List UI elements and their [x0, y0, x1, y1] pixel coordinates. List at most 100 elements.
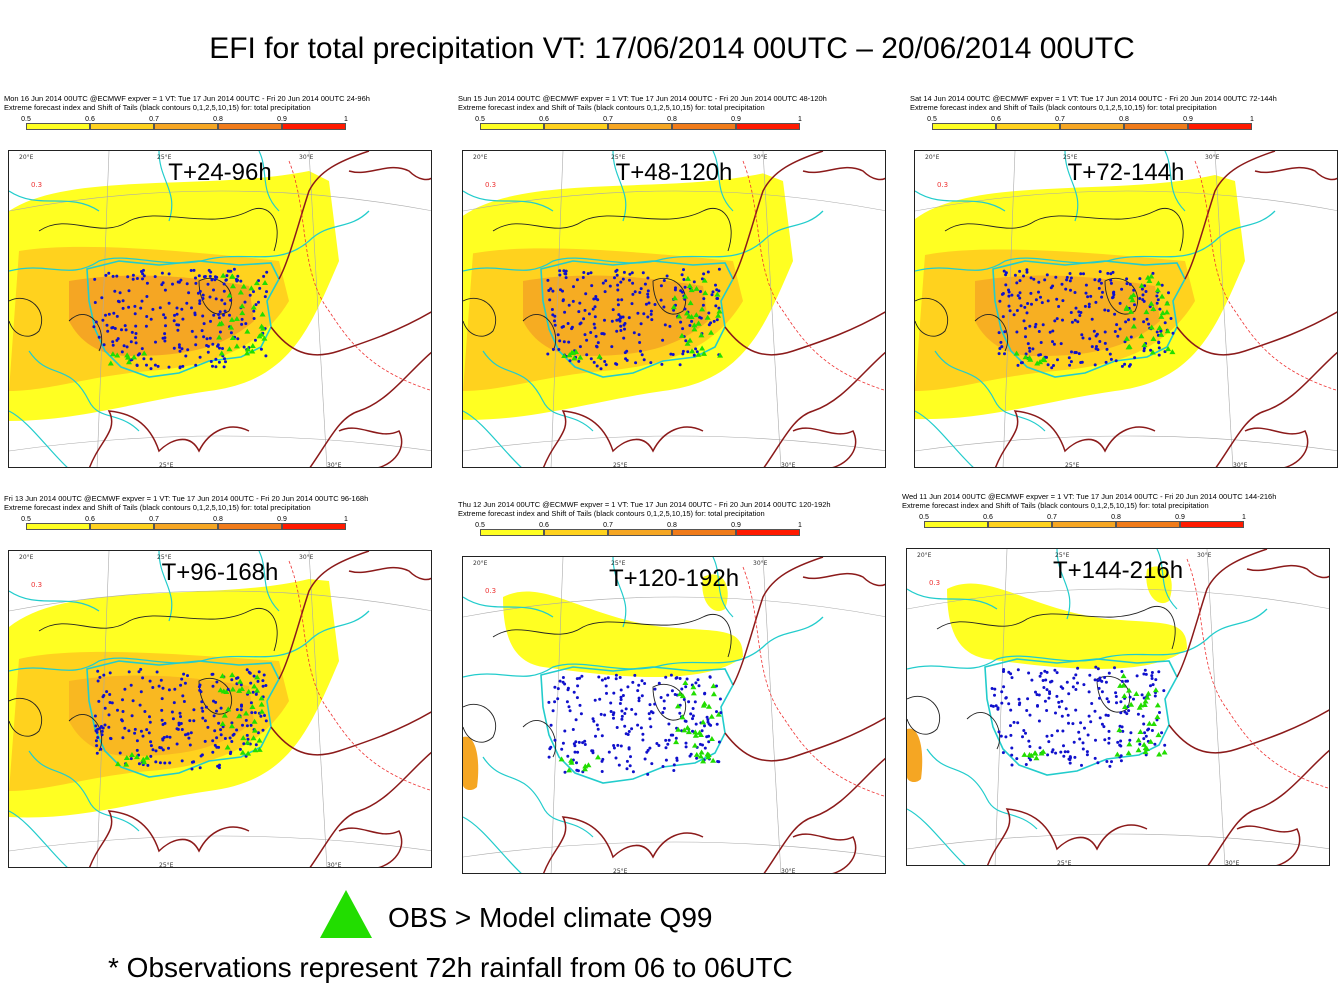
- obs-point: [201, 297, 205, 300]
- obs-point: [1055, 297, 1059, 301]
- country-outline: [86, 260, 280, 378]
- obs-point: [139, 729, 143, 733]
- obs-point: [171, 282, 174, 286]
- obs-point: [684, 741, 688, 745]
- obs-point: [678, 711, 682, 715]
- efi-region-orange: [69, 275, 254, 356]
- obs-point: [564, 276, 568, 280]
- obs-point: [158, 761, 162, 765]
- obs-point: [203, 719, 207, 723]
- obs-point: [194, 335, 198, 339]
- obs-q99-marker: [686, 283, 693, 289]
- obs-point: [1140, 287, 1144, 291]
- obs-point: [201, 314, 205, 318]
- obs-point: [593, 326, 597, 330]
- obs-point: [1007, 288, 1010, 292]
- obs-point: [1034, 322, 1038, 326]
- obs-point: [105, 690, 109, 694]
- obs-point: [1074, 306, 1078, 310]
- obs-point: [201, 716, 205, 720]
- obs-point: [574, 740, 578, 744]
- obs-point: [1142, 349, 1146, 353]
- obs-point: [208, 274, 212, 278]
- obs-point: [1072, 676, 1076, 680]
- rivers-and-borders: [9, 151, 370, 467]
- observation-points: [546, 267, 721, 371]
- obs-point: [685, 677, 689, 681]
- obs-point: [254, 303, 258, 307]
- obs-point: [1028, 349, 1032, 353]
- obs-point: [109, 736, 112, 740]
- obs-point: [1098, 676, 1102, 680]
- obs-q99-marker: [233, 315, 240, 321]
- obs-point: [100, 296, 104, 300]
- obs-point: [133, 727, 137, 731]
- obs-point: [1093, 678, 1097, 682]
- obs-q99-marker: [256, 737, 263, 743]
- obs-point: [175, 323, 179, 327]
- obs-q99-marker: [143, 754, 150, 760]
- obs-point: [145, 295, 149, 298]
- panel-header: Mon 16 Jun 2014 00UTC @ECMWF expver = 1 …: [4, 94, 436, 112]
- obs-point: [186, 348, 190, 352]
- obs-q99-marker: [690, 690, 697, 696]
- obs-point: [1086, 295, 1090, 299]
- panel-subtitle: Extreme forecast index and Shift of Tail…: [458, 103, 765, 112]
- lead-time-label: T+144-216h: [1052, 557, 1184, 584]
- obs-point: [1010, 676, 1014, 680]
- obs-point: [1018, 269, 1022, 273]
- obs-q99-marker: [1163, 309, 1170, 315]
- obs-point: [681, 349, 685, 353]
- obs-point: [1118, 743, 1122, 747]
- obs-q99-marker: [128, 751, 135, 757]
- obs-point: [643, 282, 647, 286]
- obs-point: [600, 678, 604, 682]
- obs-point: [1092, 329, 1096, 333]
- obs-point: [141, 272, 145, 276]
- obs-q99-marker: [1121, 693, 1128, 699]
- obs-point: [714, 283, 717, 287]
- obs-point: [1056, 729, 1059, 733]
- obs-point: [1037, 693, 1041, 697]
- obs-point: [254, 692, 258, 696]
- obs-point: [1076, 681, 1079, 685]
- obs-point: [625, 759, 629, 763]
- obs-point: [96, 736, 100, 739]
- obs-point: [1030, 302, 1033, 306]
- obs-q99-marker: [1026, 751, 1033, 757]
- obs-point: [178, 349, 182, 353]
- obs-point: [228, 313, 231, 317]
- rivers-and-borders: [463, 151, 824, 467]
- panel-subtitle: Extreme forecast index and Shift of Tail…: [910, 103, 1217, 112]
- obs-q99-marker: [1022, 354, 1029, 360]
- obs-point: [590, 284, 594, 288]
- obs-point: [1001, 751, 1005, 755]
- obs-point: [225, 274, 229, 278]
- obs-q99-marker: [682, 293, 689, 299]
- obs-point: [229, 269, 233, 273]
- colorbar-segment: [996, 123, 1060, 130]
- obs-point: [1023, 305, 1027, 309]
- longitude-label: 30°E: [1225, 860, 1240, 866]
- colorbar-segment: [282, 123, 346, 130]
- obs-q99-marker: [675, 703, 682, 709]
- obs-point: [578, 676, 582, 680]
- obs-point: [1133, 356, 1137, 360]
- obs-point: [1038, 674, 1042, 678]
- obs-point: [1051, 748, 1055, 752]
- obs-q99-marker: [1164, 300, 1171, 306]
- efi-panel-3: Sat 14 Jun 2014 00UTC @ECMWF expver = 1 …: [910, 94, 1342, 474]
- obs-point: [257, 279, 260, 283]
- obs-q99-marker: [1169, 349, 1176, 355]
- obs-point: [1025, 311, 1029, 315]
- obs-point: [1068, 761, 1072, 765]
- obs-point: [666, 742, 670, 746]
- obs-point: [154, 749, 158, 753]
- obs-point: [182, 672, 186, 676]
- obs-point: [1138, 277, 1142, 281]
- obs-point: [649, 309, 653, 313]
- obs-point: [1081, 336, 1085, 340]
- obs-point: [558, 273, 562, 277]
- obs-q99-marker: [1150, 336, 1157, 342]
- obs-point: [1103, 676, 1107, 679]
